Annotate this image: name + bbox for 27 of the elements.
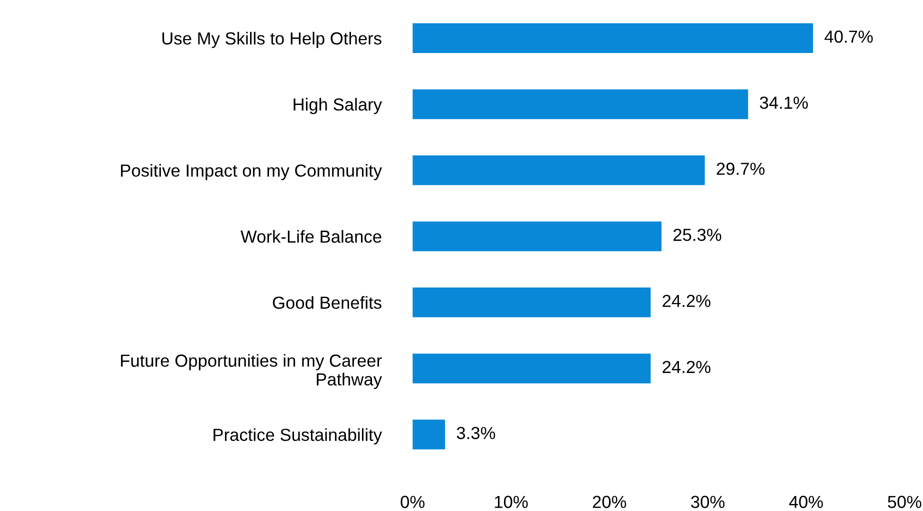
bar [412, 354, 651, 384]
x-tick-label: 50% [888, 496, 922, 508]
x-tick-label: 20% [592, 496, 626, 508]
data-label: 24.2% [662, 294, 710, 307]
x-tick-label: 0% [400, 496, 425, 508]
x-tick-label: 30% [691, 496, 725, 508]
y-tick-label: Work-Life Balance [240, 230, 382, 243]
bar [412, 155, 705, 186]
y-tick-label: High Salary [294, 98, 382, 114]
data-label: 24.2% [662, 360, 710, 374]
y-tick-label: Future Opportunities in my Career Pathway [121, 354, 382, 389]
bar [412, 23, 814, 54]
data-label: 3.3% [456, 426, 496, 440]
y-tick-label: Practice Sustainability [214, 428, 382, 444]
bar [412, 221, 662, 252]
x-tick-label: 10% [494, 496, 528, 508]
bar [412, 288, 651, 318]
data-label: 25.3% [673, 228, 722, 241]
data-label: 34.1% [760, 96, 808, 109]
y-tick-label: Good Benefits [272, 296, 382, 309]
y-tick-label: Use My Skills to Help Others [162, 32, 382, 48]
data-label: 29.7% [716, 162, 765, 175]
x-tick-label: 40% [789, 496, 823, 508]
bar [412, 89, 748, 120]
bar [412, 420, 446, 450]
data-label: 40.7% [824, 30, 873, 43]
y-tick-label: Positive Impact on my Community [121, 164, 382, 180]
